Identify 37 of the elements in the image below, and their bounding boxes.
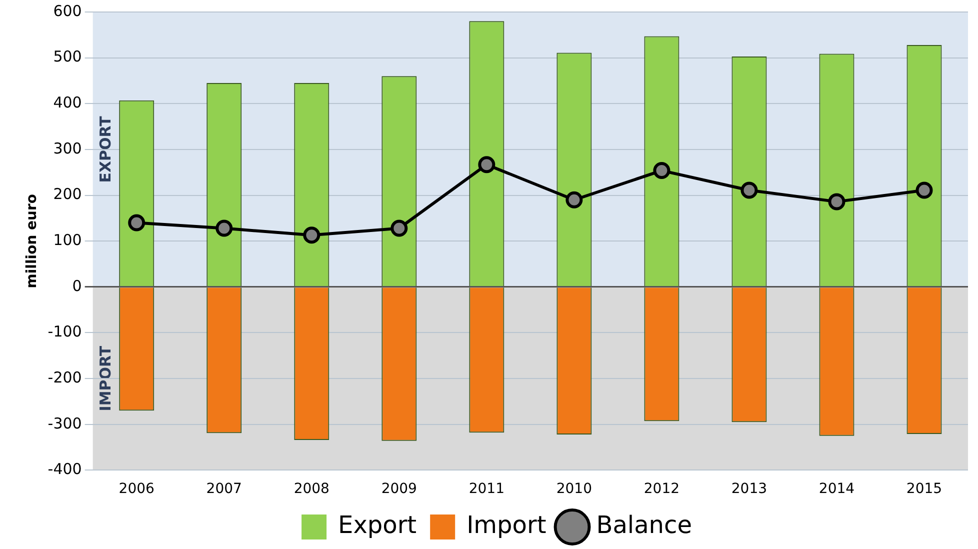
legend-label: Export — [338, 511, 417, 540]
y-tick-label: -300 — [48, 414, 82, 432]
x-tick-label: 2011 — [468, 481, 504, 498]
point — [916, 182, 933, 199]
y-tick-label: 500 — [53, 48, 82, 66]
point — [390, 220, 408, 237]
x-tick-label: 2010 — [556, 481, 592, 498]
point — [828, 193, 846, 210]
x-tick-label: 2015 — [906, 481, 942, 498]
point — [128, 214, 146, 232]
y-tick-label: -200 — [48, 368, 82, 386]
x-tick-label: 2006 — [118, 481, 154, 498]
y-tick-label: 0 — [72, 276, 82, 295]
point — [478, 156, 496, 174]
x-tick-label: 2014 — [818, 481, 855, 498]
y-tick-label: 400 — [53, 94, 82, 112]
y-tick-label: -100 — [48, 322, 82, 341]
band-label: EXPORT — [96, 115, 115, 183]
x-tick-label: 2013 — [731, 481, 768, 498]
y-tick-label: 100 — [53, 230, 82, 249]
x-tick-label: 2009 — [381, 481, 417, 498]
y-tick-label: 200 — [53, 185, 82, 204]
y-tick-label: -400 — [48, 460, 82, 478]
x-tick-label: 2007 — [206, 481, 242, 498]
y-tick-label: 300 — [53, 139, 82, 158]
y-tick-label: 600 — [53, 2, 82, 20]
y-axis-title: million euro — [24, 194, 40, 288]
x-tick-label: 2012 — [644, 481, 680, 498]
legend-label: Balance — [596, 511, 692, 540]
point — [216, 220, 233, 237]
legend-label: Import — [466, 511, 546, 540]
band-label: IMPORT — [96, 345, 115, 412]
x-tick-label: 2008 — [294, 481, 330, 498]
point — [566, 191, 583, 208]
point — [653, 162, 670, 180]
point — [740, 182, 758, 199]
point — [303, 226, 320, 244]
